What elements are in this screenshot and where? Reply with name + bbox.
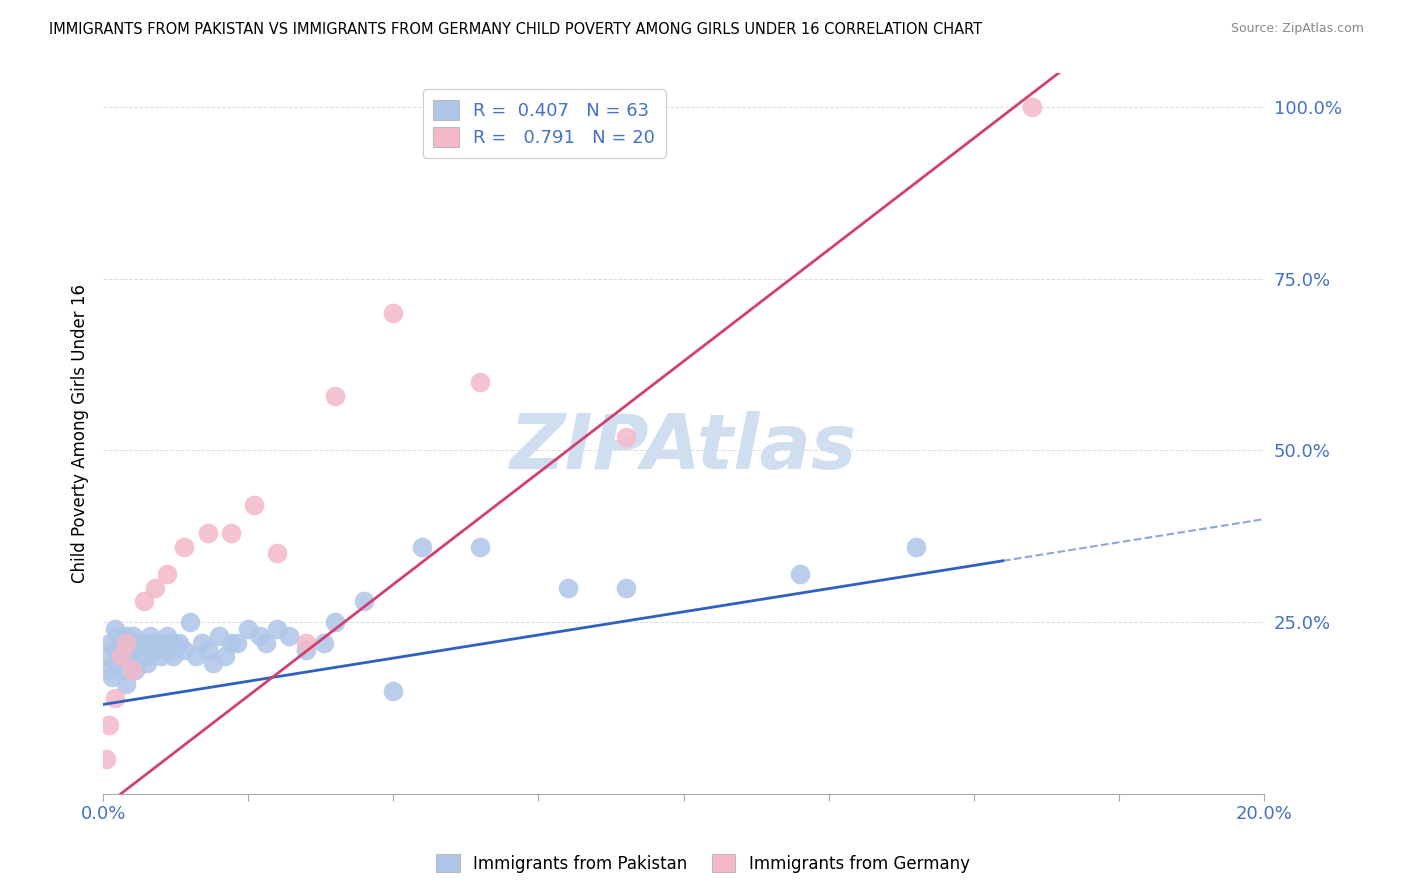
Point — [323, 615, 346, 629]
Point — [111, 663, 134, 677]
Point — [107, 629, 129, 643]
Point — [118, 635, 141, 649]
Point — [121, 663, 143, 677]
Point — [225, 635, 247, 649]
Point — [138, 629, 160, 643]
Point — [94, 649, 117, 664]
Point — [411, 540, 433, 554]
Point — [557, 581, 579, 595]
Point — [121, 657, 143, 671]
Point — [132, 635, 155, 649]
Legend: R =  0.407   N = 63, R =   0.791   N = 20: R = 0.407 N = 63, R = 0.791 N = 20 — [423, 89, 666, 158]
Point — [112, 642, 135, 657]
Point — [219, 525, 242, 540]
Point — [128, 642, 150, 657]
Point — [127, 649, 149, 664]
Point — [110, 649, 132, 664]
Point — [156, 642, 179, 657]
Point — [115, 677, 138, 691]
Point — [614, 430, 637, 444]
Point — [173, 642, 195, 657]
Point — [312, 635, 335, 649]
Point — [219, 635, 242, 649]
Point — [97, 718, 120, 732]
Point — [277, 629, 299, 643]
Point — [117, 649, 139, 664]
Point — [145, 642, 167, 657]
Text: ZIPAtlas: ZIPAtlas — [510, 410, 858, 484]
Point — [132, 594, 155, 608]
Point — [115, 635, 138, 649]
Point — [110, 635, 132, 649]
Point — [162, 649, 184, 664]
Point — [323, 388, 346, 402]
Point — [243, 499, 266, 513]
Point — [184, 649, 207, 664]
Legend: Immigrants from Pakistan, Immigrants from Germany: Immigrants from Pakistan, Immigrants fro… — [430, 847, 976, 880]
Point — [202, 657, 225, 671]
Point — [249, 629, 271, 643]
Point — [104, 642, 127, 657]
Point — [614, 581, 637, 595]
Text: Source: ZipAtlas.com: Source: ZipAtlas.com — [1230, 22, 1364, 36]
Point — [179, 615, 201, 629]
Point — [98, 635, 121, 649]
Point — [254, 635, 277, 649]
Point — [197, 642, 219, 657]
Point — [197, 525, 219, 540]
Point — [295, 635, 318, 649]
Y-axis label: Child Poverty Among Girls Under 16: Child Poverty Among Girls Under 16 — [72, 284, 89, 582]
Point — [135, 657, 157, 671]
Point — [191, 635, 214, 649]
Point — [110, 649, 132, 664]
Point — [266, 622, 288, 636]
Point — [1021, 100, 1043, 114]
Point — [295, 642, 318, 657]
Point — [470, 540, 492, 554]
Point — [789, 567, 811, 582]
Point — [150, 635, 173, 649]
Point — [104, 622, 127, 636]
Point — [122, 629, 145, 643]
Point — [238, 622, 260, 636]
Text: IMMIGRANTS FROM PAKISTAN VS IMMIGRANTS FROM GERMANY CHILD POVERTY AMONG GIRLS UN: IMMIGRANTS FROM PAKISTAN VS IMMIGRANTS F… — [49, 22, 983, 37]
Point — [127, 635, 149, 649]
Point — [904, 540, 927, 554]
Point — [156, 629, 179, 643]
Point — [132, 649, 155, 664]
Point — [382, 683, 405, 698]
Point — [266, 546, 288, 560]
Point — [150, 649, 173, 664]
Point — [470, 375, 492, 389]
Point — [173, 540, 195, 554]
Point — [167, 635, 190, 649]
Point — [382, 306, 405, 320]
Point — [162, 635, 184, 649]
Point — [115, 629, 138, 643]
Point — [214, 649, 236, 664]
Point — [145, 635, 167, 649]
Point — [145, 581, 167, 595]
Point — [353, 594, 375, 608]
Point — [97, 663, 120, 677]
Point — [101, 670, 124, 684]
Point — [138, 649, 160, 664]
Point — [124, 663, 146, 677]
Point — [94, 752, 117, 766]
Point — [121, 642, 143, 657]
Point — [156, 567, 179, 582]
Point — [104, 657, 127, 671]
Point — [208, 629, 231, 643]
Point — [104, 690, 127, 705]
